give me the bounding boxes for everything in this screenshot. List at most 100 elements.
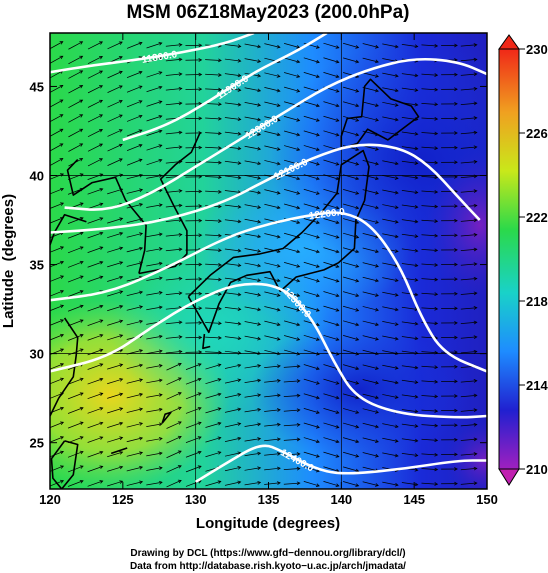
wind-arrow <box>165 131 182 135</box>
wind-arrow <box>401 452 418 456</box>
wind-arrow-head <box>237 321 242 326</box>
wind-arrow-head <box>99 143 104 147</box>
wind-arrow <box>224 393 241 399</box>
wind-arrow <box>50 217 64 224</box>
wind-arrow <box>205 393 221 399</box>
wind-arrow <box>323 232 339 238</box>
wind-arrow-head <box>178 320 183 325</box>
wind-arrow-head <box>375 439 379 443</box>
wind-arrow-head <box>335 410 340 414</box>
wind-arrow <box>460 351 477 354</box>
wind-arrow-head <box>355 424 360 429</box>
wind-arrow-head <box>434 277 439 282</box>
wind-arrow <box>87 407 103 414</box>
wind-arrow-head <box>178 262 183 266</box>
wind-arrow-head <box>60 319 65 323</box>
wind-arrow <box>50 480 64 487</box>
wind-arrow-head <box>276 452 281 456</box>
wind-arrow-head <box>177 435 182 440</box>
wind-arrow <box>323 334 339 341</box>
wind-arrow-head <box>355 351 360 356</box>
wind-arrow <box>283 247 300 253</box>
wind-arrow-head <box>99 56 104 60</box>
wind-arrow-head <box>158 451 163 456</box>
wind-arrow-head <box>119 173 124 178</box>
wind-arrow <box>126 306 143 311</box>
wind-arrow-head <box>454 175 458 179</box>
wind-arrow <box>107 378 123 385</box>
wind-arrow <box>205 73 222 76</box>
wind-arrow-head <box>454 87 458 92</box>
wind-arrow <box>362 145 379 151</box>
wind-arrow-head <box>237 363 242 368</box>
wind-arrow <box>283 86 300 92</box>
wind-arrow <box>421 175 438 178</box>
wind-arrow <box>87 422 103 429</box>
wind-arrow-head <box>218 262 222 267</box>
wind-arrow <box>68 85 83 94</box>
wind-arrow-head <box>158 71 163 75</box>
wind-arrow-head <box>355 264 360 268</box>
wind-arrow-head <box>60 465 65 469</box>
wind-arrow <box>185 392 202 400</box>
wind-arrow <box>205 234 222 237</box>
wind-arrow <box>460 117 477 120</box>
wind-arrow-head <box>158 291 163 295</box>
wind-arrow <box>362 393 379 399</box>
wind-arrow <box>264 320 281 326</box>
wind-arrow-head <box>197 465 202 469</box>
wind-arrow <box>382 394 399 398</box>
wind-arrow-head <box>473 379 478 383</box>
wind-arrow <box>362 57 379 63</box>
wind-arrow-head <box>414 44 419 49</box>
wind-arrow-head <box>237 378 242 383</box>
wind-arrow-head <box>315 59 320 64</box>
wind-arrow <box>343 320 359 326</box>
wind-arrow-head <box>79 304 84 309</box>
wind-arrow <box>87 436 103 443</box>
wind-arrow-head <box>355 235 360 239</box>
wind-arrow <box>303 364 320 370</box>
wind-arrow-head <box>414 292 419 297</box>
wind-arrow-head <box>79 421 84 426</box>
wind-arrow <box>146 248 163 252</box>
wind-arrow-head <box>119 436 124 441</box>
wind-arrow <box>224 481 241 486</box>
wind-arrow <box>382 262 399 267</box>
wind-arrow-head <box>218 233 222 238</box>
wind-arrow-head <box>257 364 262 368</box>
wind-arrow <box>165 292 182 295</box>
wind-arrow <box>460 394 477 398</box>
wind-arrow-head <box>454 423 458 428</box>
wind-arrow-head <box>394 336 399 341</box>
wind-arrow-head <box>414 88 419 92</box>
wind-arrow-head <box>473 349 478 354</box>
wind-arrow-head <box>138 70 143 75</box>
wind-arrow <box>323 101 339 107</box>
wind-arrow <box>224 336 241 339</box>
wind-arrow-head <box>178 203 183 208</box>
wind-arrow <box>244 438 261 442</box>
wind-arrow <box>50 305 64 312</box>
wind-arrow-head <box>355 395 360 400</box>
wind-arrow-head <box>99 129 104 133</box>
wind-arrow <box>107 305 123 312</box>
wind-arrow-head <box>139 290 144 295</box>
wind-arrow <box>264 276 281 282</box>
wind-arrow <box>303 422 320 428</box>
wind-arrow-head <box>237 248 242 253</box>
wind-arrow-head <box>375 205 379 210</box>
wind-arrow <box>146 379 163 384</box>
wind-arrow <box>401 350 418 354</box>
wind-arrow-head <box>177 406 182 411</box>
wind-arrow-head <box>434 467 439 472</box>
wind-arrow-head <box>296 118 301 122</box>
x-axis-label: Longitude (degrees) <box>196 515 340 532</box>
wind-arrow-head <box>99 246 104 250</box>
wind-arrow <box>126 276 143 282</box>
wind-arrow <box>126 115 143 122</box>
wind-arrow <box>244 204 261 209</box>
wind-arrow <box>107 100 123 108</box>
contour-label: 12200.0 <box>308 207 346 222</box>
wind-arrow-head <box>158 349 163 354</box>
